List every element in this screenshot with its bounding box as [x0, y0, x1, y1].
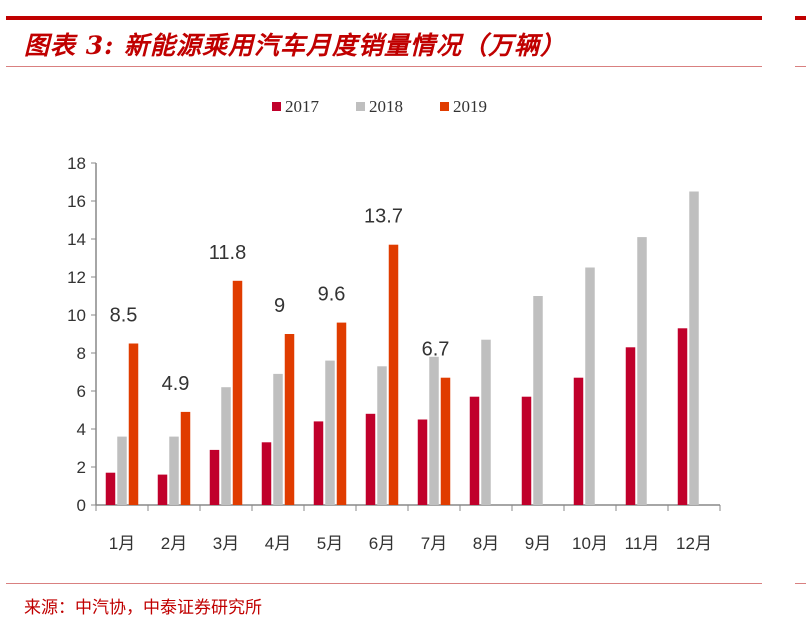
- bar-2018: [377, 366, 387, 505]
- bar-2017: [365, 413, 376, 505]
- bar-2018: [689, 191, 699, 505]
- figure-title: 图表 3: 新能源乘用汽车月度销量情况（万辆）: [24, 31, 567, 60]
- y-tick-label: 18: [67, 154, 86, 173]
- y-tick-label: 6: [77, 382, 86, 401]
- data-label: 8.5: [110, 305, 138, 327]
- y-tick-label: 16: [67, 192, 86, 211]
- bar-2017: [105, 472, 116, 505]
- x-tick-label: 8月: [473, 534, 499, 553]
- bar-2017: [209, 449, 220, 505]
- y-tick-label: 14: [67, 230, 86, 249]
- data-label: 9.6: [318, 284, 346, 306]
- bar-2017: [313, 421, 324, 505]
- bar-2019: [284, 334, 295, 505]
- bar-2018: [533, 296, 543, 505]
- bar-2017: [261, 442, 272, 505]
- bar-2018: [429, 356, 439, 505]
- legend-label: 2018: [369, 97, 403, 116]
- x-tick-label: 5月: [317, 534, 343, 553]
- legend-label: 2017: [285, 97, 320, 116]
- x-tick-label: 9月: [525, 534, 551, 553]
- data-label: 6.7: [422, 339, 450, 361]
- x-tick-label: 12月: [676, 534, 712, 553]
- x-tick-label: 1月: [109, 534, 135, 553]
- bar-2018: [585, 267, 595, 505]
- bar-2018: [481, 339, 491, 505]
- source-note: 来源：中汽协，中泰证券研究所: [24, 598, 262, 618]
- y-tick-label: 10: [67, 306, 86, 325]
- x-tick-label: 10月: [572, 534, 608, 553]
- bar-2019: [388, 244, 399, 505]
- bar-2018: [273, 373, 283, 505]
- bar-2017: [573, 377, 584, 505]
- title-underline-right: [795, 66, 806, 67]
- bar-2018: [637, 237, 647, 505]
- y-tick-label: 2: [77, 458, 86, 477]
- y-tick-label: 4: [77, 420, 86, 439]
- data-label: 4.9: [162, 373, 190, 395]
- bar-2017: [677, 328, 688, 505]
- legend-label: 2019: [453, 97, 487, 116]
- data-label: 9: [274, 295, 285, 317]
- legend-swatch-2019: [440, 102, 449, 111]
- bar-2017: [625, 347, 636, 505]
- bar-2017: [417, 419, 428, 505]
- bar-2019: [180, 411, 191, 505]
- y-tick-label: 0: [77, 496, 86, 515]
- x-tick-label: 4月: [265, 534, 291, 553]
- bar-2018: [169, 436, 179, 505]
- bar-2018: [221, 387, 231, 505]
- bar-2019: [128, 343, 139, 505]
- x-tick-label: 6月: [369, 534, 395, 553]
- bar-2017: [469, 396, 480, 505]
- bar-2018: [117, 436, 127, 505]
- bar-2019: [232, 280, 243, 505]
- bar-2017: [157, 474, 168, 505]
- data-label: 13.7: [364, 206, 403, 228]
- x-tick-label: 3月: [213, 534, 239, 553]
- bar-2019: [440, 377, 451, 505]
- legend-swatch-2017: [272, 102, 281, 111]
- bar-2017: [521, 396, 532, 505]
- title-rule-right: [795, 16, 806, 20]
- y-tick-label: 12: [67, 268, 86, 287]
- x-tick-label: 7月: [421, 534, 447, 553]
- bar-2018: [325, 360, 335, 505]
- source-rule-right: [795, 583, 806, 584]
- data-label: 11.8: [209, 242, 246, 264]
- source-rule: [6, 583, 762, 584]
- title-underline: [6, 66, 762, 67]
- x-tick-label: 2月: [161, 534, 187, 553]
- title-rule: [6, 16, 762, 20]
- x-tick-label: 11月: [625, 534, 660, 553]
- y-tick-label: 8: [77, 344, 86, 363]
- legend-swatch-2018: [356, 102, 365, 111]
- bar-2019: [336, 322, 347, 505]
